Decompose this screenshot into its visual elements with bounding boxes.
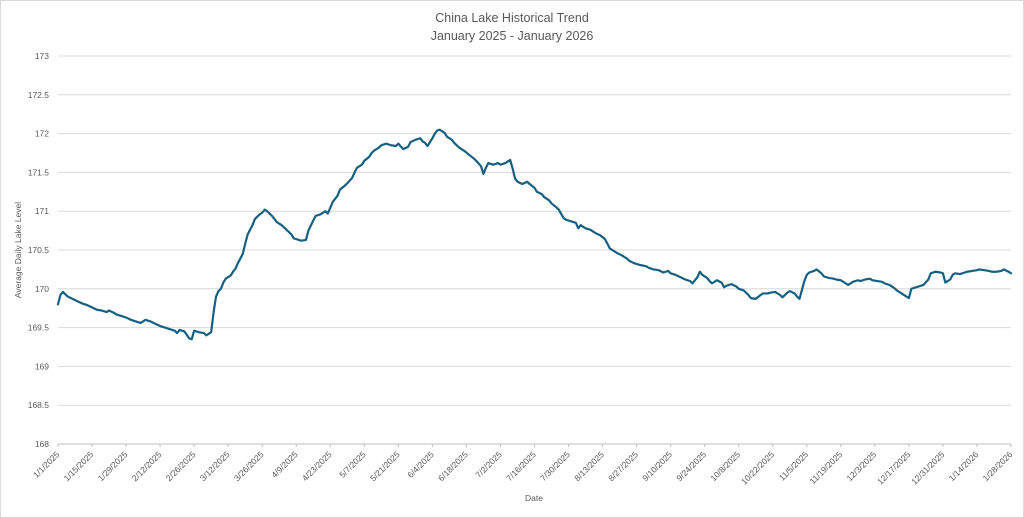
x-tick-label: 8/27/2025 bbox=[606, 449, 640, 483]
series-line bbox=[56, 128, 1013, 341]
x-tick-label: 6/18/2025 bbox=[436, 449, 470, 483]
x-tick-label: 1/28/2026 bbox=[981, 449, 1015, 483]
x-tick-label: 12/17/2025 bbox=[875, 449, 912, 486]
y-tick-label: 171.5 bbox=[28, 167, 50, 177]
x-tick-label: 7/16/2025 bbox=[504, 449, 538, 483]
x-axis-title: Date bbox=[525, 493, 543, 503]
y-tick-label: 173 bbox=[35, 51, 49, 61]
y-tick-label: 171 bbox=[35, 206, 49, 216]
x-tick-label: 4/23/2025 bbox=[300, 449, 334, 483]
y-tick-label: 172 bbox=[35, 129, 49, 139]
x-tick-label: 9/10/2025 bbox=[640, 449, 674, 483]
x-tick-label: 6/4/2025 bbox=[405, 449, 436, 480]
x-tick-label: 12/31/2025 bbox=[909, 449, 946, 486]
x-tick-label: 2/26/2025 bbox=[164, 449, 198, 483]
x-tick-label: 5/7/2025 bbox=[337, 449, 368, 480]
y-tick-label: 170.5 bbox=[28, 245, 50, 255]
x-tick-label: 10/22/2025 bbox=[739, 449, 776, 486]
x-tick-label: 1/1/2025 bbox=[31, 449, 62, 480]
y-tick-label: 169 bbox=[35, 361, 49, 371]
y-tick-label: 168 bbox=[35, 439, 49, 449]
y-tick-label: 169.5 bbox=[28, 323, 50, 333]
x-tick-label: 11/5/2025 bbox=[777, 449, 811, 483]
chart-title: China Lake Historical Trend bbox=[435, 11, 589, 25]
x-tick-label: 7/30/2025 bbox=[538, 449, 572, 483]
x-tick-label: 1/14/2026 bbox=[947, 449, 981, 483]
y-tick-label: 168.5 bbox=[28, 400, 50, 410]
x-tick-label: 3/26/2025 bbox=[232, 449, 266, 483]
x-tick-label: 8/13/2025 bbox=[572, 449, 606, 483]
chart-subtitle: January 2025 - January 2026 bbox=[430, 29, 594, 43]
x-tick-label: 11/19/2025 bbox=[808, 449, 845, 486]
x-tick-label: 3/12/2025 bbox=[198, 449, 232, 483]
x-tick-label: 10/8/2025 bbox=[708, 449, 742, 483]
x-tick-label: 2/12/2025 bbox=[130, 449, 164, 483]
x-tick-label: 4/9/2025 bbox=[269, 449, 300, 480]
y-axis-title: Average Daily Lake Level bbox=[13, 201, 23, 299]
y-tick-label: 172.5 bbox=[28, 90, 50, 100]
x-tick-label: 9/24/2025 bbox=[674, 449, 708, 483]
x-tick-label: 5/21/2025 bbox=[368, 449, 402, 483]
chart-title-group: China Lake Historical Trend January 2025… bbox=[1, 9, 1023, 45]
x-tick-label: 1/29/2025 bbox=[96, 449, 130, 483]
x-tick-label: 12/3/2025 bbox=[844, 449, 878, 483]
x-tick-label: 1/15/2025 bbox=[62, 449, 96, 483]
y-tick-label: 170 bbox=[35, 284, 49, 294]
x-tick-label: 7/2/2025 bbox=[473, 449, 504, 480]
